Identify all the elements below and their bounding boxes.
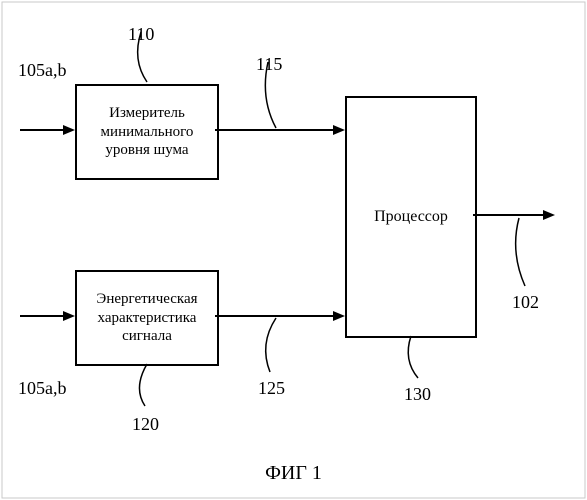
label-102: 102 [512,292,539,313]
label-105a: 105a,b [18,60,67,81]
label-120: 120 [132,414,159,435]
label-115: 115 [256,54,282,75]
label-105b: 105a,b [18,378,67,399]
noise-meter-label: Измеритель минимального уровня шума [77,100,217,164]
figure-caption: ФИГ 1 [0,462,587,485]
noise-meter-box: Измеритель минимального уровня шума [75,84,219,180]
label-125: 125 [258,378,285,399]
processor-box: Процессор [345,96,477,338]
diagram-svg [0,0,587,500]
energy-char-label: Энергетическая характеристика сигнала [77,286,217,350]
label-110: 110 [128,24,154,45]
processor-label: Процессор [368,203,454,231]
energy-char-box: Энергетическая характеристика сигнала [75,270,219,366]
label-130: 130 [404,384,431,405]
